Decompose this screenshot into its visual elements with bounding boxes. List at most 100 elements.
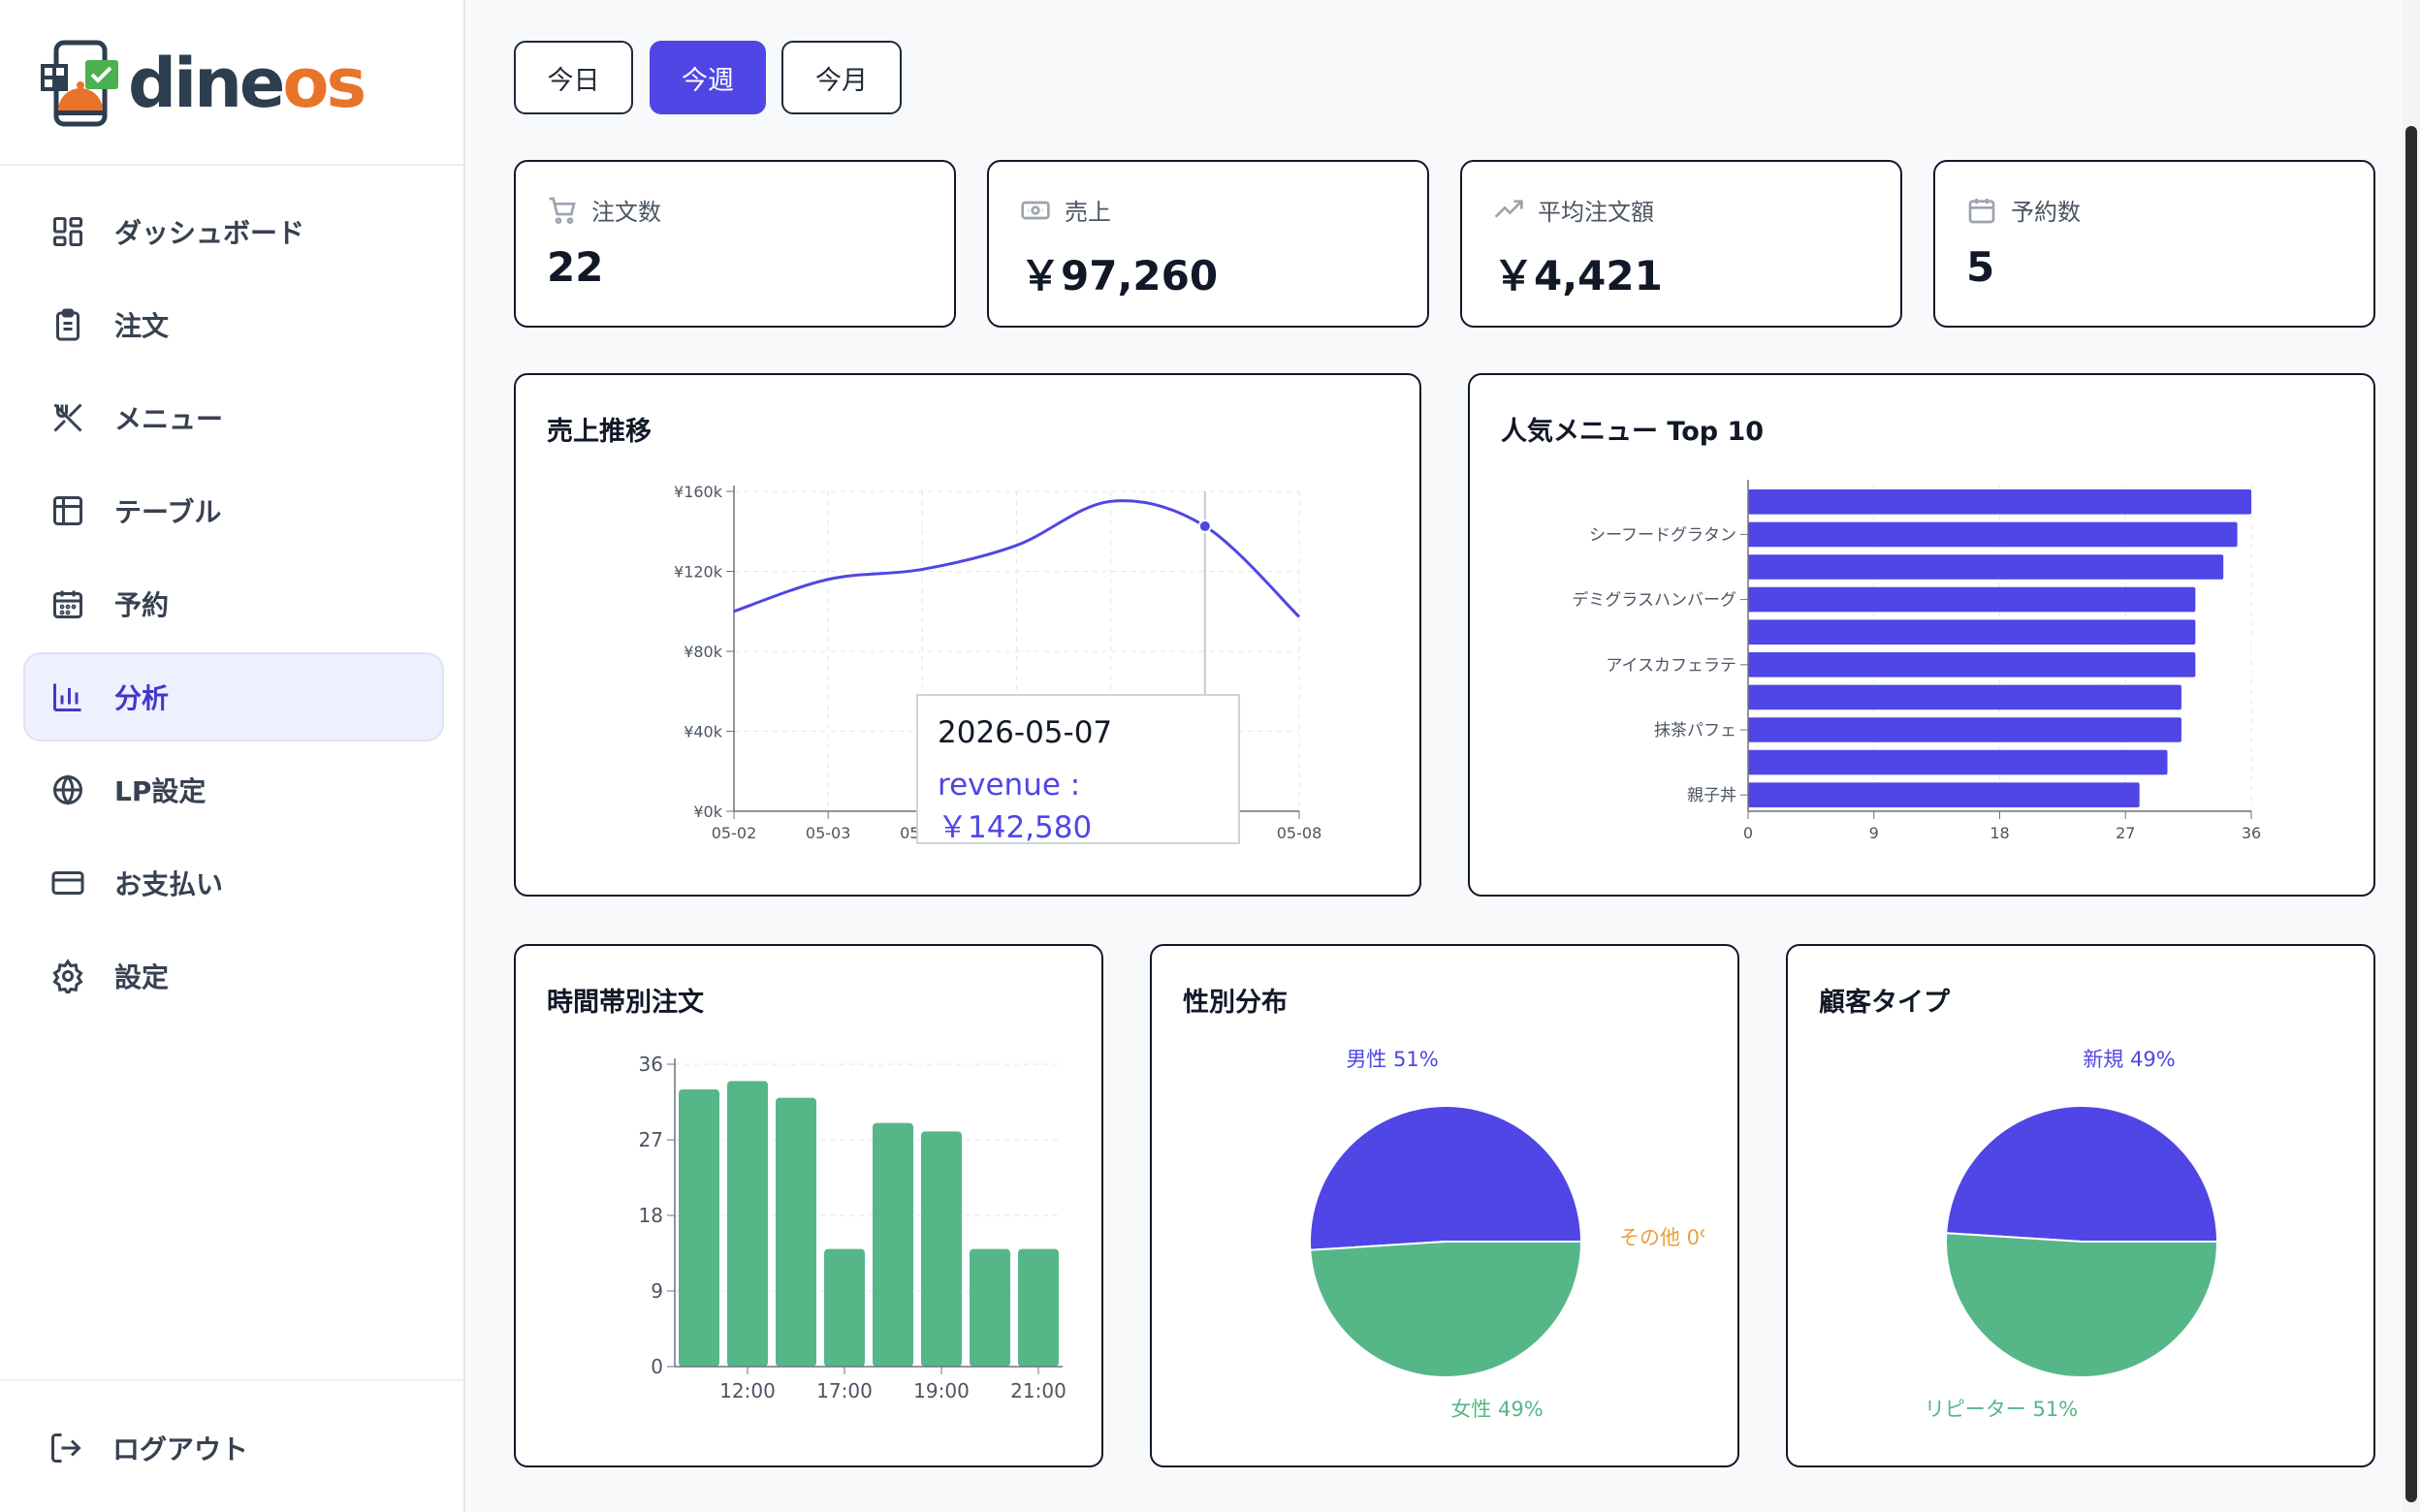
pie-label: 男性 51% <box>1346 1048 1438 1071</box>
pie-slice <box>1945 1232 2219 1378</box>
pie-slice <box>1309 1241 1583 1378</box>
y-tick-label: ¥120k <box>674 563 723 582</box>
sidebar-item-lp-settings[interactable]: LP設定 <box>23 745 444 835</box>
logout-button[interactable]: ログアウト <box>23 1403 444 1493</box>
menu-bar <box>1748 586 2196 613</box>
trending-up-icon <box>1494 199 1523 218</box>
kpi-label: 注文数 <box>547 193 661 227</box>
phone-qr-logo-icon <box>41 40 118 127</box>
sidebar-item-orders[interactable]: 注文 <box>23 280 444 369</box>
scrollbar[interactable] <box>2403 0 2420 1512</box>
divider <box>0 164 463 166</box>
sidebar-item-label: 設定 <box>114 961 170 993</box>
period-tab-today[interactable]: 今日 <box>514 41 633 114</box>
kpi-value: 22 <box>547 243 604 291</box>
kpi-label-text: 注文数 <box>591 199 661 226</box>
kpi-card-orders: 注文数 22 <box>514 160 956 328</box>
sidebar-item-settings[interactable]: 設定 <box>23 931 444 1021</box>
menu-label: 親子丼 <box>1687 786 1736 805</box>
y-tick-label: ¥80k <box>684 643 723 661</box>
divider <box>0 1379 463 1381</box>
calendar-icon <box>53 590 82 618</box>
y-tick-label: ¥160k <box>674 483 723 501</box>
sidebar-item-dashboard[interactable]: ダッシュボード <box>23 187 444 276</box>
gender-pie-chart[interactable]: 男性 51% 女性 49% その他 0% <box>1152 946 1741 1469</box>
tooltip-value: revenue : ￥142,580 <box>938 768 1093 845</box>
bar-chart-icon <box>53 683 81 711</box>
brand-logo[interactable]: dineos <box>39 39 366 128</box>
card-title: 性別分布 <box>1183 988 1288 1018</box>
kpi-card-reservations: 予約数 5 <box>1933 160 2375 328</box>
y-tick-label: 18 <box>639 1204 663 1227</box>
kpi-label-text: 予約数 <box>2011 199 2081 226</box>
hour-bar <box>970 1248 1010 1367</box>
sidebar-item-payment[interactable]: お支払い <box>23 838 444 928</box>
menu-label: シーフードグラタン <box>1589 525 1736 545</box>
sidebar-item-label: 注文 <box>114 310 170 342</box>
period-tab-month[interactable]: 今月 <box>781 41 902 114</box>
sidebar-item-label: LP設定 <box>114 775 207 807</box>
sidebar-item-label: メニュー <box>114 403 224 435</box>
x-tick-label: 18 <box>1990 824 2009 842</box>
customer-type-pie-chart[interactable]: 新規 49% リピーター 51% <box>1788 946 2377 1469</box>
calendar-icon <box>1968 198 1995 223</box>
sidebar-item-label: テーブル <box>114 496 222 528</box>
sidebar-item-label: 予約 <box>114 589 170 621</box>
sidebar-item-label: ダッシュボード <box>114 217 305 249</box>
active-point <box>1197 519 1212 533</box>
hour-bar <box>727 1081 768 1367</box>
y-tick-label: 27 <box>639 1128 663 1151</box>
menu-bar <box>1748 521 2238 548</box>
tooltip-date: 2026-05-07 <box>938 715 1113 750</box>
sidebar-item-reservations[interactable]: 予約 <box>23 559 444 648</box>
hour-bar <box>824 1248 865 1367</box>
pie-label: リピーター 51% <box>1925 1398 2078 1421</box>
sidebar-item-tables[interactable]: テーブル <box>23 466 444 555</box>
chart-tooltip: 2026-05-07 revenue : ￥142,580 <box>916 694 1240 845</box>
x-tick-label: 0 <box>1743 824 1753 842</box>
period-tab-week[interactable]: 今週 <box>650 41 766 114</box>
logout-label: ログアウト <box>112 1433 249 1465</box>
y-tick-label: ¥40k <box>684 723 723 741</box>
x-tick-label: 12:00 <box>719 1379 776 1402</box>
menu-bar <box>1748 717 2181 742</box>
menu-label: アイスカフェラテ <box>1606 656 1736 676</box>
pie-label: その他 0% <box>1619 1226 1719 1249</box>
gear-icon <box>52 959 83 993</box>
card-title: 顧客タイプ <box>1819 988 1950 1018</box>
sidebar-item-analytics[interactable]: 分析 <box>23 652 444 741</box>
menu-bar <box>1748 652 2196 677</box>
pie-slice <box>1945 1105 2219 1243</box>
hour-bar <box>776 1097 816 1367</box>
menu-bar <box>1748 489 2251 515</box>
hour-bar <box>1018 1248 1059 1367</box>
scrollbar-thumb[interactable] <box>2405 126 2417 1502</box>
top-menu-bar-chart[interactable]: 0 9 18 27 36 シーフードグラタンデミグラスハンバーグアイスカフェラテ抹茶パフェ… <box>1470 375 2377 898</box>
hour-bar <box>873 1122 913 1367</box>
pie-label: 女性 49% <box>1450 1398 1543 1421</box>
clipboard-icon <box>56 308 80 341</box>
menu-bar <box>1748 684 2181 710</box>
card-title: 売上推移 <box>547 417 652 447</box>
globe-icon <box>53 774 82 805</box>
kpi-value: ￥4,421 <box>1493 252 1663 299</box>
cart-icon <box>549 197 576 224</box>
sidebar-item-label: お支払い <box>114 868 224 900</box>
menu-bar <box>1748 554 2224 580</box>
utensils-icon <box>53 403 82 432</box>
hourly-bar-chart[interactable]: 0 9 18 27 36 12:00 17:00 19:00 21:00 <box>516 946 1105 1469</box>
hour-bar <box>679 1089 719 1367</box>
kpi-card-sales: 売上 ￥97,260 <box>987 160 1429 328</box>
kpi-card-average-order: 平均注文額 ￥4,421 <box>1460 160 1902 328</box>
y-tick-label: 9 <box>651 1279 663 1303</box>
sidebar-item-menu[interactable]: メニュー <box>23 373 444 462</box>
x-tick-label: 05-03 <box>806 824 851 842</box>
brand-wordmark: dineos <box>128 44 366 123</box>
x-tick-label: 05-02 <box>712 824 757 842</box>
hour-bar <box>921 1131 962 1367</box>
x-tick-label: 27 <box>2116 824 2135 842</box>
kpi-label-text: 売上 <box>1065 199 1111 226</box>
x-tick-label: 36 <box>2242 824 2261 842</box>
y-tick-label: 0 <box>651 1355 663 1378</box>
pie-label: 新規 49% <box>2083 1048 2175 1071</box>
